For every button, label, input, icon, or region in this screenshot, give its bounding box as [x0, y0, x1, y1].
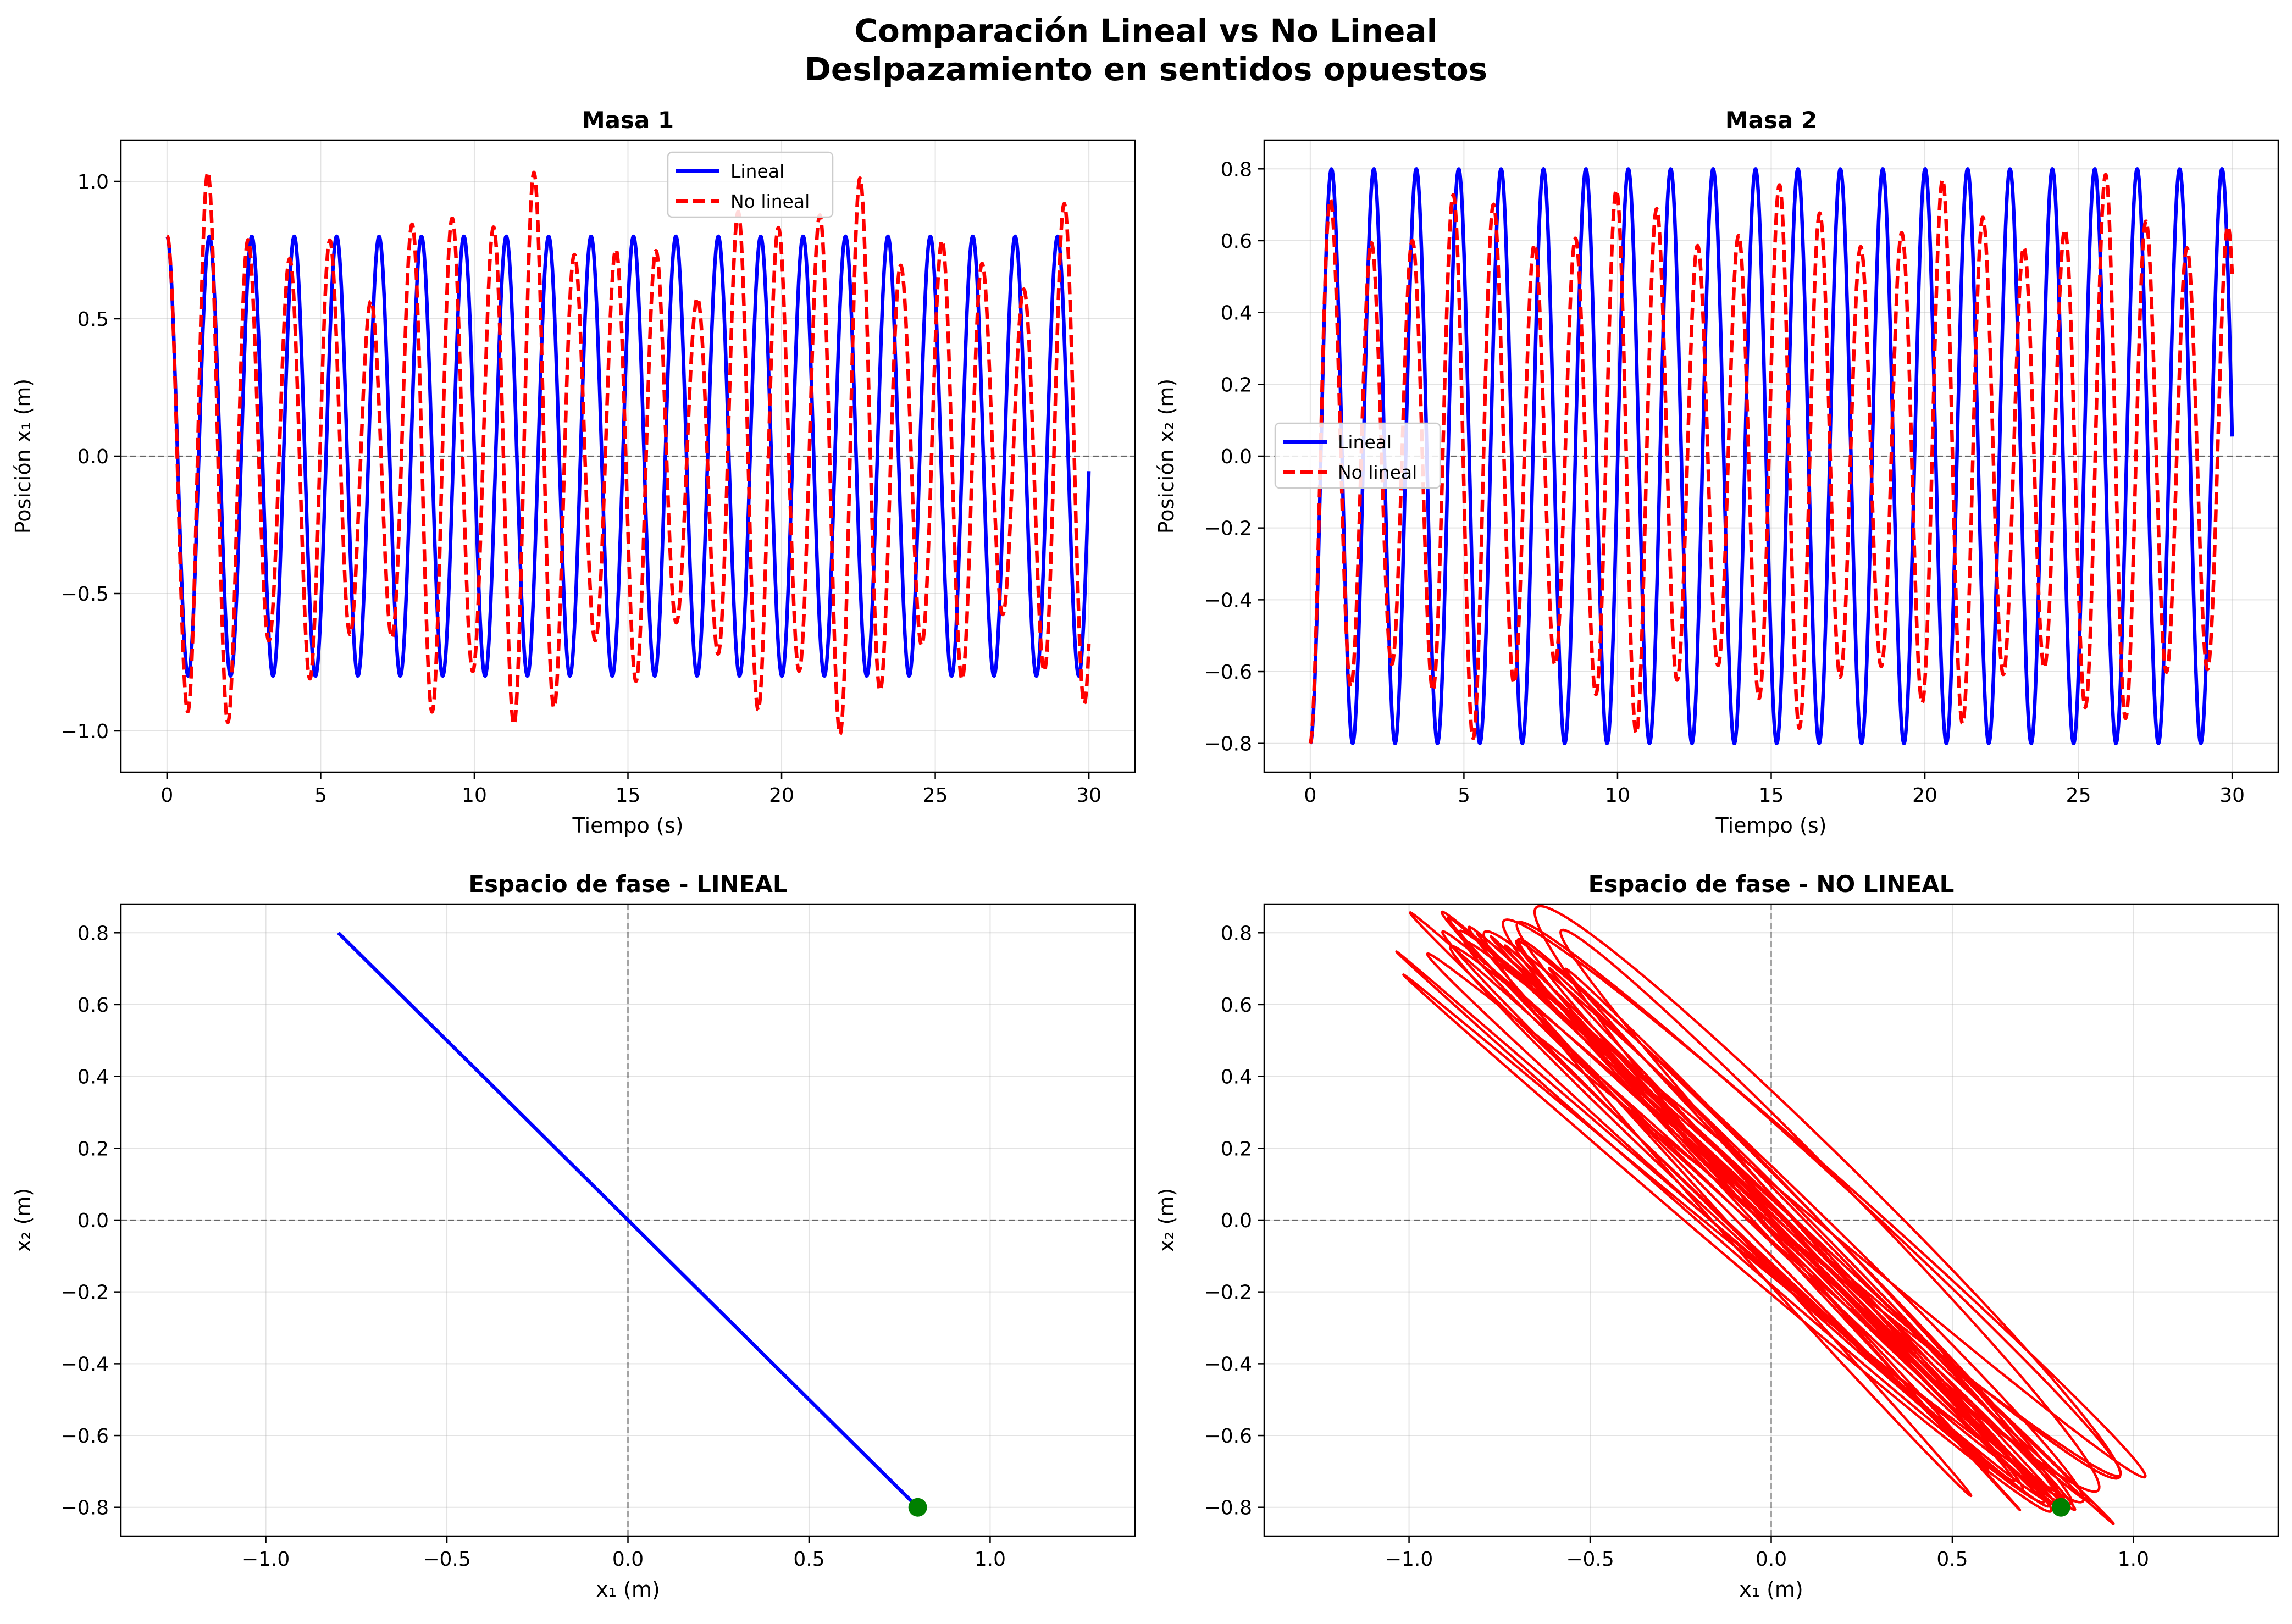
y-tick-label: −1.0 [61, 720, 109, 743]
x-tick-label: −1.0 [242, 1548, 290, 1571]
y-tick-label: 0.6 [77, 994, 109, 1017]
start-point-marker [2051, 1498, 2070, 1517]
legend-box [1274, 422, 1441, 489]
x-axis-label: Tiempo (s) [572, 813, 684, 838]
x-axis-label: Tiempo (s) [1715, 813, 1827, 838]
y-tick-label: 0.8 [77, 922, 109, 945]
subplot-fase-lineal: −1.0 −0.5 0.0 0.5 1.0 −0.8 −0.6 −0.4 −0.2 0.0 0.2 0… [11, 871, 1136, 1601]
x-tick-label: 10 [1605, 784, 1630, 807]
legend-label: No lineal [1338, 462, 1417, 483]
subplot-title: Espacio de fase - NO LINEAL [1588, 871, 1955, 897]
y-axis-label: x₂ (m) [11, 1188, 35, 1252]
series-trajectory-line [337, 931, 919, 1509]
y-tick-label: 0.4 [77, 1066, 109, 1089]
y-tick-label: 0.6 [1221, 994, 1252, 1017]
y-tick-label: 0.4 [1221, 302, 1252, 325]
subplot-fase-no-lineal: −1.0 −0.5 0.0 0.5 1.0 −0.8 −0.6 −0.4 −0.2 0.0 0.2 0… [1154, 871, 2279, 1601]
x-tick-label: −0.5 [1566, 1548, 1614, 1571]
y-tick-label: 0.0 [1221, 446, 1252, 468]
y-tick-label: −0.8 [1204, 1497, 1252, 1520]
x-tick-label: 1.0 [2118, 1548, 2149, 1571]
y-tick-label: −0.4 [1204, 1353, 1252, 1376]
y-tick-label: −0.8 [61, 1497, 109, 1520]
x-tick-label: 0.0 [1756, 1548, 1787, 1571]
x-tick-label: 15 [616, 784, 641, 807]
series-trajectory-line [1395, 905, 2147, 1525]
y-tick-label: −0.5 [61, 583, 109, 606]
y-tick-label: 0.0 [77, 446, 109, 468]
y-tick-label: −0.6 [1204, 661, 1252, 684]
subplot-title: Espacio de fase - LINEAL [468, 871, 787, 897]
figure-title-line2: Deslpazamiento en sentidos opuestos [805, 51, 1487, 88]
start-point-marker [908, 1498, 927, 1517]
x-tick-label: 0 [1304, 784, 1316, 807]
y-axis-label: x₂ (m) [1154, 1188, 1178, 1252]
legend-label: Lineal [1338, 431, 1392, 453]
series-lineal-line [1309, 167, 2234, 745]
y-tick-label: 0.4 [1221, 1066, 1252, 1089]
legend: Lineal No lineal [667, 151, 834, 218]
y-tick-label: −0.4 [61, 1353, 109, 1376]
y-tick-label: −0.2 [1204, 518, 1252, 540]
y-tick-label: −0.8 [1204, 733, 1252, 756]
y-tick-label: 0.6 [1221, 230, 1252, 253]
x-tick-label: 1.0 [975, 1548, 1006, 1571]
x-tick-label: 25 [923, 784, 948, 807]
x-tick-label: 0 [160, 784, 173, 807]
legend-box [667, 151, 834, 218]
y-tick-label: −0.4 [1204, 589, 1252, 612]
y-tick-label: 0.8 [1221, 158, 1252, 181]
x-tick-label: 5 [314, 784, 327, 807]
x-tick-label: 0.5 [793, 1548, 824, 1571]
subplot-title: Masa 1 [582, 107, 674, 134]
subplot-masa1: 0 5 10 15 20 25 30 −1.0 −0.5 0.0 0.5 1.0 Masa 1 Tiemp… [11, 107, 1136, 838]
x-tick-label: 0.5 [1936, 1548, 1968, 1571]
y-tick-label: 0.8 [1221, 922, 1252, 945]
y-tick-label: −0.2 [61, 1282, 109, 1304]
y-tick-label: 0.0 [1221, 1210, 1252, 1232]
x-tick-label: 20 [769, 784, 794, 807]
x-tick-label: 0.0 [612, 1548, 644, 1571]
y-tick-label: 0.2 [77, 1138, 109, 1160]
x-tick-label: 30 [1076, 784, 1101, 807]
y-tick-label: 0.2 [1221, 374, 1252, 396]
x-tick-label: 20 [1912, 784, 1937, 807]
figure-title-line1: Comparación Lineal vs No Lineal [854, 12, 1437, 49]
series-no-lineal-line [165, 170, 1091, 736]
legend: Lineal No lineal [1274, 422, 1441, 489]
y-tick-label: −0.6 [61, 1425, 109, 1448]
y-tick-label: −0.2 [1204, 1282, 1252, 1304]
y-tick-label: 0.2 [1221, 1138, 1252, 1160]
x-tick-label: 15 [1759, 784, 1784, 807]
y-tick-label: 0.0 [77, 1210, 109, 1232]
x-tick-label: −0.5 [423, 1548, 470, 1571]
x-tick-label: 30 [2219, 784, 2245, 807]
y-axis-label: Posición x₁ (m) [11, 379, 35, 534]
subplot-title: Masa 2 [1725, 107, 1817, 134]
legend-label: No lineal [730, 191, 810, 212]
legend-label: Lineal [730, 160, 784, 182]
y-tick-label: 0.5 [77, 308, 109, 331]
x-axis-label: x₁ (m) [1739, 1577, 1803, 1601]
x-axis-label: x₁ (m) [596, 1577, 660, 1601]
x-tick-label: 10 [462, 784, 487, 807]
series-lineal-line [165, 234, 1091, 678]
y-axis-label: Posición x₂ (m) [1154, 379, 1178, 534]
subplot-masa2: 0 5 10 15 20 25 30 −0.8 −0.6 −0.4 −0.2 0.0 0.2 0.4 0.6… [1154, 107, 2279, 838]
x-tick-label: 25 [2066, 784, 2091, 807]
x-tick-label: −1.0 [1385, 1548, 1433, 1571]
series-no-lineal-line [1308, 173, 2234, 744]
y-tick-label: 1.0 [77, 171, 109, 193]
x-tick-label: 5 [1458, 784, 1470, 807]
y-tick-label: −0.6 [1204, 1425, 1252, 1448]
subplots: 0 5 10 15 20 25 30 −1.0 −0.5 0.0 0.5 1.0 Masa 1 Tiemp… [11, 107, 2279, 1601]
